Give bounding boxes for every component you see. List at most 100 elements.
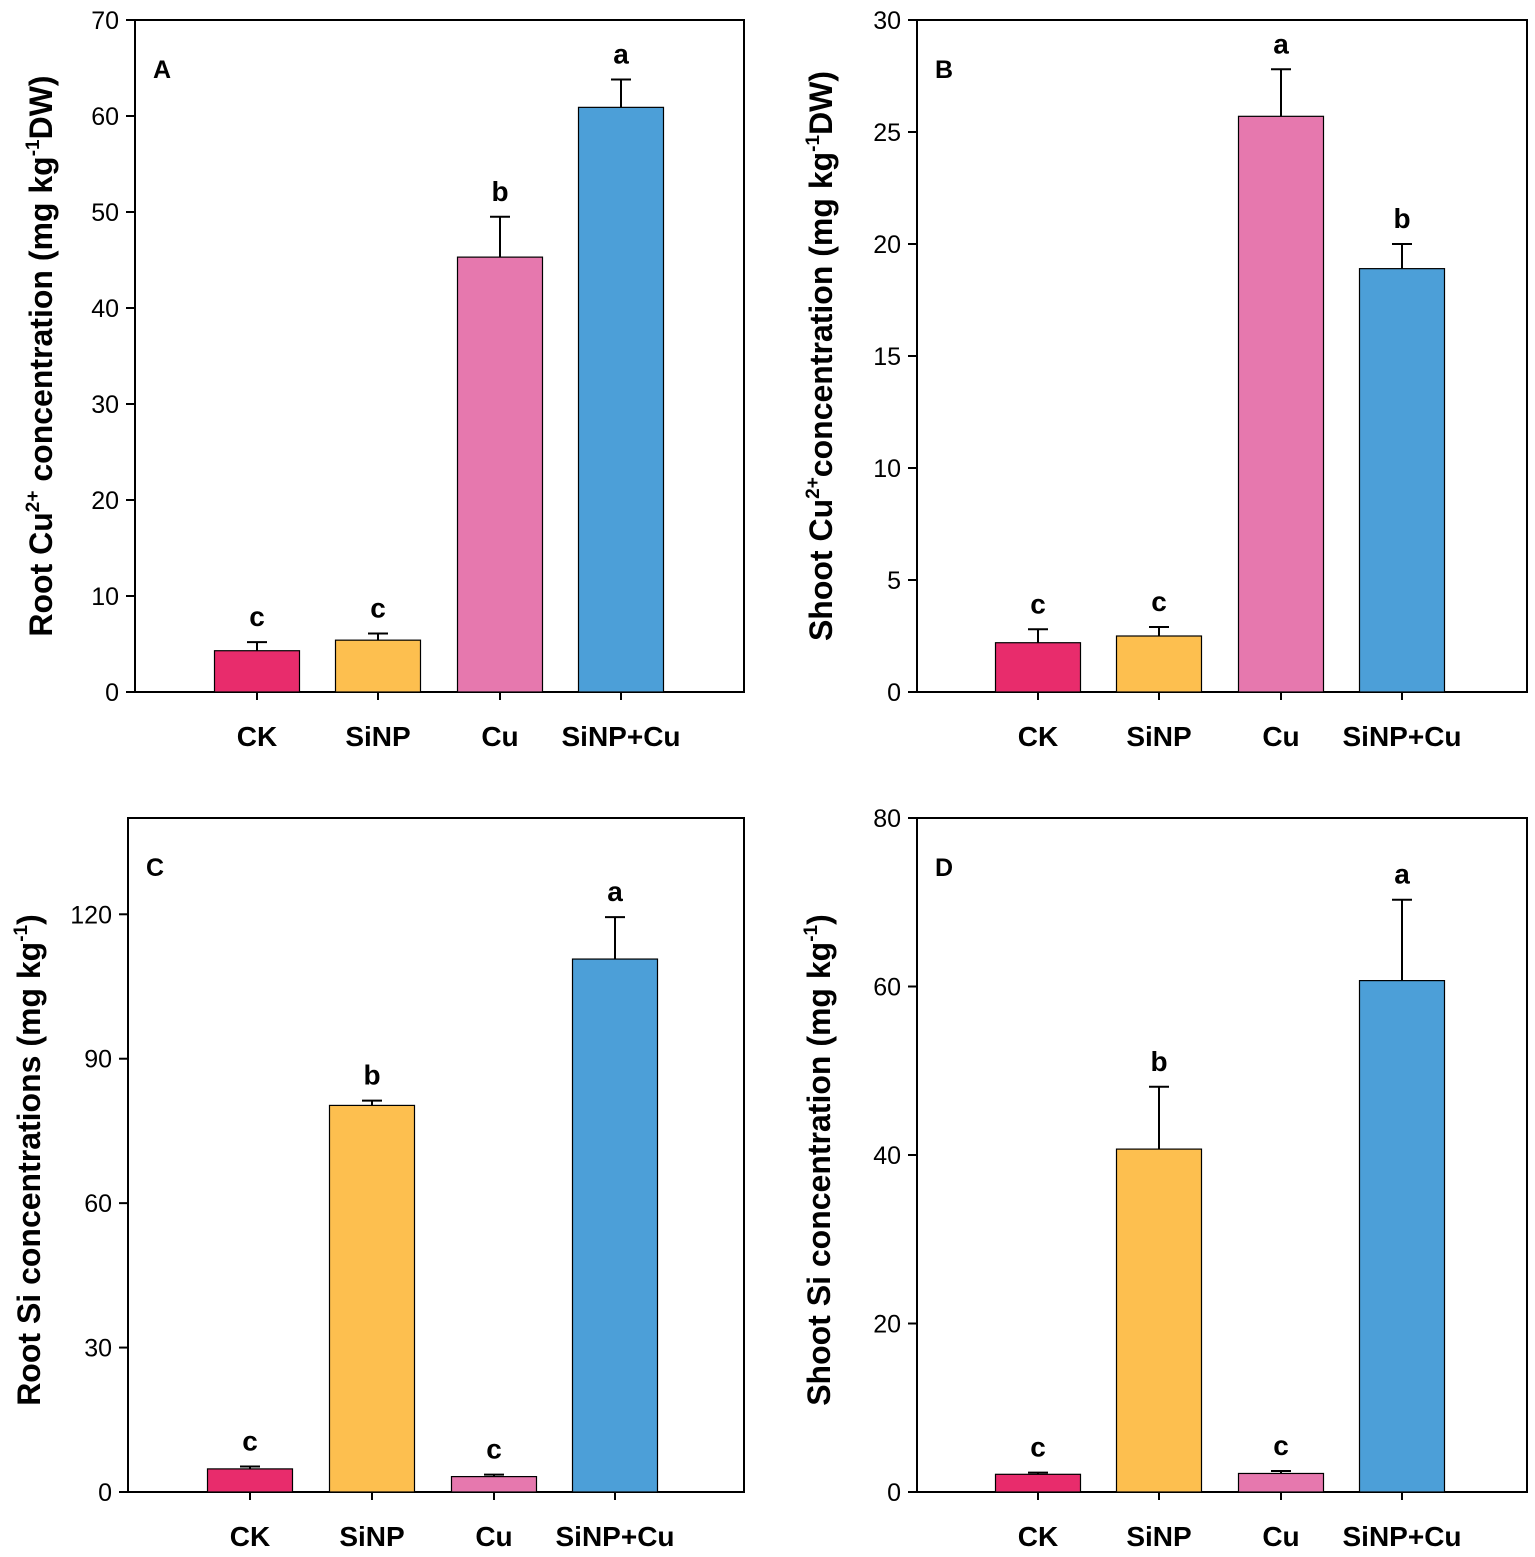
y-label-text: Root Cu [23, 512, 59, 636]
y-axis-label: Shoot Cu2+concentration (mg kg-1DW) [803, 71, 839, 641]
y-tick-label: 0 [887, 1479, 901, 1507]
significance-letter: c [1030, 588, 1046, 619]
panel-label: A [153, 56, 171, 84]
panel-a: A 0 10 20 30 40 50 60 70 Root Cu2+ concentration … [23, 7, 745, 752]
x-tick-label: Cu [475, 1521, 512, 1552]
bar-cu [456, 256, 544, 693]
bar-sinp [1115, 635, 1203, 693]
y-label-text: Shoot Cu [803, 499, 839, 641]
bar-sinp-cu [571, 958, 659, 1493]
significance-letter: c [249, 601, 265, 632]
panel-label: C [146, 854, 164, 882]
y-tick-label: 15 [873, 343, 901, 371]
y-axis-label: Root Si concentrations (mg kg-1) [11, 914, 47, 1406]
y-tick-label: 60 [91, 103, 119, 131]
y-tick-label: 10 [873, 455, 901, 483]
y-tick-label: 70 [91, 7, 119, 35]
bar-ck [206, 1468, 294, 1493]
y-tick-label: 0 [98, 1479, 112, 1507]
panel-label: B [935, 56, 953, 84]
y-tick-label: 20 [91, 487, 119, 515]
x-tick-label: SiNP [1126, 1521, 1191, 1552]
bar-ck [994, 1473, 1082, 1493]
y-label-superscript: 2+ [23, 491, 44, 513]
y-tick-label: 80 [873, 805, 901, 833]
x-tick-label: SiNP+Cu [555, 1521, 674, 1552]
y-label-superscript: -1 [23, 139, 44, 156]
significance-letter: c [1273, 1430, 1289, 1461]
y-tick-label: 40 [91, 295, 119, 323]
y-axis-label: Root Cu2+ concentration (mg kg-1DW) [23, 75, 59, 636]
significance-letter: c [1030, 1432, 1046, 1463]
bar-sinp-cu [1358, 268, 1446, 693]
y-label-text: DW) [23, 75, 59, 139]
panel-label: D [935, 854, 953, 882]
y-tick-label: 20 [873, 1311, 901, 1339]
x-tick-label: CK [237, 721, 277, 752]
y-tick-label: 40 [873, 1142, 901, 1170]
y-label-superscript: -1 [803, 135, 824, 152]
significance-letter: a [607, 876, 623, 907]
y-label-superscript: -1 [801, 924, 822, 941]
x-tick-label: SiNP [1126, 721, 1191, 752]
x-tick-label: CK [230, 1521, 270, 1552]
y-label-superscript: 2+ [803, 477, 824, 499]
bar-cu [1237, 115, 1325, 693]
y-label-text: ) [801, 914, 837, 925]
y-tick-label: 50 [91, 199, 119, 227]
bar-ck [994, 642, 1082, 693]
significance-letter: a [1394, 859, 1410, 890]
significance-letter: b [363, 1060, 380, 1091]
plot-frame [127, 817, 745, 1493]
x-tick-label: SiNP+Cu [561, 721, 680, 752]
significance-letter: c [486, 1434, 502, 1465]
y-tick-label: 30 [84, 1335, 112, 1363]
bar-sinp [328, 1104, 416, 1493]
x-tick-label: SiNP+Cu [1342, 721, 1461, 752]
y-tick-label: 0 [887, 679, 901, 707]
x-tick-label: SiNP [339, 1521, 404, 1552]
y-label-text: concentration (mg kg [803, 152, 839, 477]
y-tick-label: 30 [873, 7, 901, 35]
panel-b: B 0 5 10 15 20 25 30 Shoot Cu2+concentration (mg… [803, 7, 1528, 752]
x-tick-label: CK [1018, 721, 1058, 752]
panel-c: C 0 30 60 90 120 Root Si concentrations (mg kg… [11, 817, 745, 1552]
y-tick-label: 25 [873, 119, 901, 147]
bar-sinp-cu [1358, 980, 1446, 1493]
y-tick-label: 30 [91, 391, 119, 419]
y-label-text: ) [11, 914, 47, 925]
y-tick-label: 20 [873, 231, 901, 259]
x-tick-label: Cu [1262, 1521, 1299, 1552]
y-tick-label: 0 [105, 679, 119, 707]
x-tick-label: SiNP [345, 721, 410, 752]
bar-sinp [1115, 1148, 1203, 1493]
bar-sinp [334, 639, 422, 693]
y-tick-label: 120 [70, 901, 112, 929]
bar-cu [1237, 1472, 1325, 1493]
x-tick-label: Cu [481, 721, 518, 752]
significance-letter: c [242, 1425, 258, 1456]
y-tick-label: 5 [887, 567, 901, 595]
plot-frame [134, 19, 745, 693]
significance-letter: b [1393, 203, 1410, 234]
x-tick-label: Cu [1262, 721, 1299, 752]
significance-letter: c [1151, 586, 1167, 617]
y-tick-label: 60 [84, 1190, 112, 1218]
y-axis-label: Shoot Si concentration (mg kg-1) [801, 914, 837, 1406]
significance-letter: a [613, 39, 629, 70]
y-tick-label: 60 [873, 974, 901, 1002]
x-tick-label: CK [1018, 1521, 1058, 1552]
bar-cu [450, 1475, 538, 1493]
significance-letter: b [1150, 1046, 1167, 1077]
y-tick-label: 10 [91, 583, 119, 611]
y-tick-label: 90 [84, 1046, 112, 1074]
panel-d: D 0 20 40 60 80 Shoot Si concentration (mg kg-… [801, 805, 1528, 1552]
significance-letter: a [1273, 28, 1289, 59]
x-tick-label: SiNP+Cu [1342, 1521, 1461, 1552]
bar-sinp-cu [577, 106, 665, 693]
y-label-text: Shoot Si concentration (mg kg [801, 942, 837, 1406]
y-label-superscript: -1 [11, 924, 32, 941]
y-label-text: concentration (mg kg [23, 156, 59, 490]
significance-letter: c [370, 592, 386, 623]
